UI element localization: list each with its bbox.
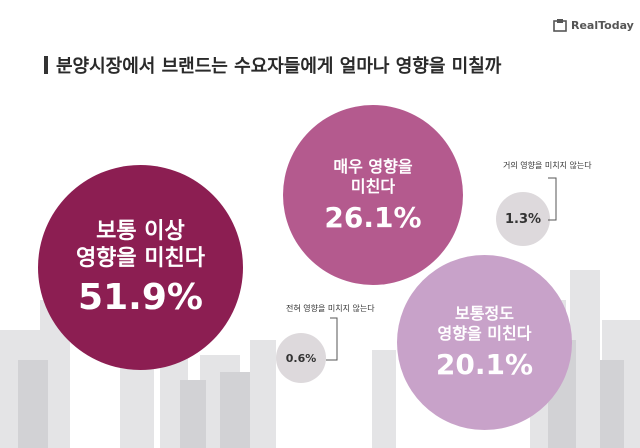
value-label: 20.1% <box>435 348 534 381</box>
bubble-no-influence: 0.6% <box>276 333 326 383</box>
title-accent-bar <box>44 56 48 74</box>
value-label: 51.9% <box>78 276 203 318</box>
label-line: 영향을 미친다 <box>437 324 532 343</box>
value-label: 1.3% <box>504 211 542 227</box>
bubble-label: 매우 영향을 미친다 <box>333 157 412 197</box>
label-line: 매우 영향을 <box>333 156 413 176</box>
value-label: 26.1% <box>324 200 422 234</box>
bubble-little-influence: 1.3% <box>496 192 550 246</box>
label-line: 보통 이상 <box>96 218 185 244</box>
bubble-strong-influence: 매우 영향을 미친다 26.1% <box>283 105 463 285</box>
bubble-label: 보통정도 영향을 미친다 <box>438 304 532 344</box>
brand-logo: RealToday <box>553 16 634 34</box>
bubble-moderate-influence: 보통정도 영향을 미친다 20.1% <box>397 255 572 430</box>
bubble-label: 보통 이상 영향을 미친다 <box>76 218 205 273</box>
bubble-above-average-influence: 보통 이상 영향을 미친다 51.9% <box>38 165 243 370</box>
label-line: 영향을 미친다 <box>75 246 206 271</box>
label-line: 미친다 <box>350 176 396 196</box>
chart-title: 분양시장에서 브랜드는 수요자들에게 얼마나 영향을 미칠까 <box>56 56 502 77</box>
callout-label: 거의 영향을 미치지 않는다 <box>503 161 592 170</box>
callout-label: 전혀 영향을 미치지 않는다 <box>286 304 375 313</box>
label-line: 보통정도 <box>455 304 514 323</box>
logo-text: RealToday <box>571 18 634 32</box>
value-label: 0.6% <box>285 351 317 365</box>
logo-mark-icon <box>553 19 567 32</box>
